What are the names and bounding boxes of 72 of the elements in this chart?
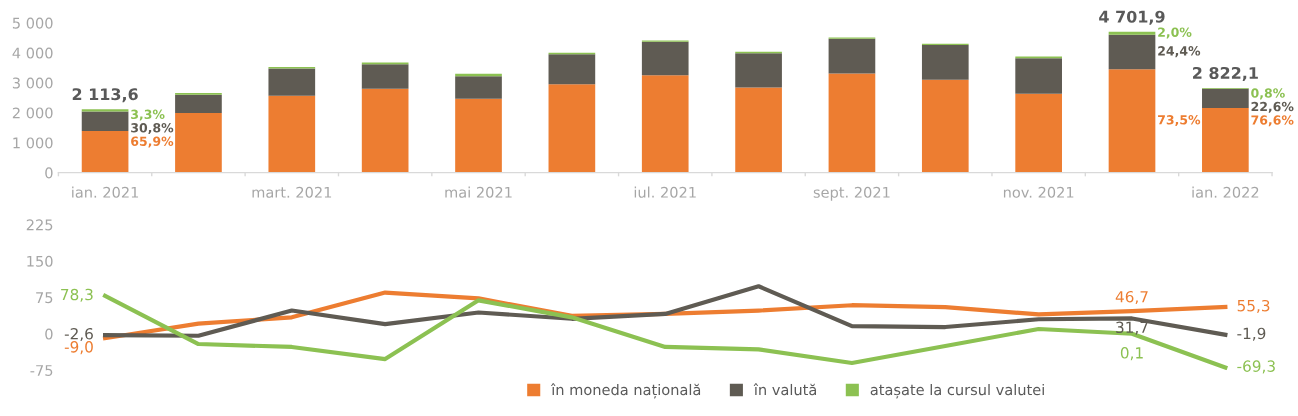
y-tick-label: 150 — [27, 255, 53, 267]
bar — [1015, 93, 1062, 173]
annotation: 3,3% — [131, 109, 165, 121]
annotation: 30,8% — [131, 123, 174, 135]
annotation: 24,4% — [1158, 46, 1201, 58]
data-label: 31,7 — [1116, 321, 1148, 335]
y-tick-label: 75 — [36, 292, 53, 304]
bar — [735, 87, 782, 173]
bar — [1108, 69, 1156, 173]
y-tick-label: 1 000 — [13, 137, 53, 149]
bar — [641, 41, 689, 76]
bar — [268, 68, 316, 96]
line-series — [103, 284, 1228, 338]
x-tick-label: ian. 2021 — [72, 186, 139, 198]
y-tick-label: 0 — [45, 167, 53, 179]
x-tick-label: mai 2021 — [445, 186, 512, 198]
x-tick-label: iul. 2021 — [634, 186, 696, 198]
y-tick-label: -75 — [30, 365, 53, 376]
bar — [175, 94, 222, 114]
data-label: -2,6 — [64, 327, 93, 342]
bar — [81, 109, 129, 112]
total-label: 4 701,9 — [1099, 10, 1165, 25]
data-label: -1,9 — [1237, 327, 1266, 341]
data-label: 0,1 — [1120, 347, 1143, 361]
annotation: 0,8% — [1251, 88, 1285, 100]
bar — [735, 53, 782, 88]
bar — [268, 95, 316, 173]
legend-label: în moneda națională — [550, 383, 701, 399]
x-tick-label: sept. 2021 — [813, 186, 890, 201]
bar — [455, 98, 502, 173]
y-tick-label: 5 000 — [12, 17, 53, 29]
legend-label: atașate la cursul valutei — [870, 383, 1044, 399]
bar — [641, 75, 689, 173]
annotation: 73,5% — [1158, 115, 1201, 127]
y-tick-label: 0 — [45, 328, 53, 340]
annotation: 76,6% — [1251, 115, 1294, 127]
bar — [828, 73, 876, 173]
data-label: 78,3 — [61, 288, 93, 302]
legend-label: în valută — [753, 383, 816, 396]
total-label: 2 822,1 — [1193, 66, 1258, 82]
bar — [548, 54, 596, 85]
bar — [175, 113, 222, 173]
annotation: 22,6% — [1251, 101, 1294, 113]
data-label: -69,3 — [1237, 360, 1275, 374]
bar — [1108, 34, 1156, 70]
bar — [921, 45, 969, 80]
x-tick-label: ian. 2022 — [1192, 186, 1259, 198]
bar — [361, 88, 409, 173]
bar — [548, 84, 596, 173]
annotation: 65,9% — [131, 136, 174, 148]
y-tick-label: 225 — [26, 219, 53, 231]
x-tick-label: nov. 2021 — [1003, 186, 1074, 198]
bar — [361, 64, 409, 89]
data-label: 55,3 — [1237, 299, 1270, 313]
y-tick-label: 2 000 — [12, 107, 53, 119]
line-series — [103, 293, 1228, 370]
x-tick-label: mart. 2021 — [252, 186, 332, 198]
bar — [1202, 88, 1249, 108]
bar — [81, 130, 129, 173]
bar — [1015, 58, 1062, 94]
bar — [921, 79, 969, 173]
bar — [1108, 31, 1156, 35]
bar — [828, 38, 876, 74]
bar — [81, 111, 129, 131]
total-label: 2 113,6 — [72, 88, 138, 103]
annotation: 2,0% — [1158, 27, 1192, 39]
data-label: 46,7 — [1115, 290, 1148, 305]
bar — [1202, 107, 1249, 173]
y-tick-label: 3 000 — [12, 77, 53, 89]
y-tick-label: 4 000 — [12, 47, 53, 59]
data-label: -9,0 — [64, 341, 93, 355]
bar — [455, 76, 502, 99]
